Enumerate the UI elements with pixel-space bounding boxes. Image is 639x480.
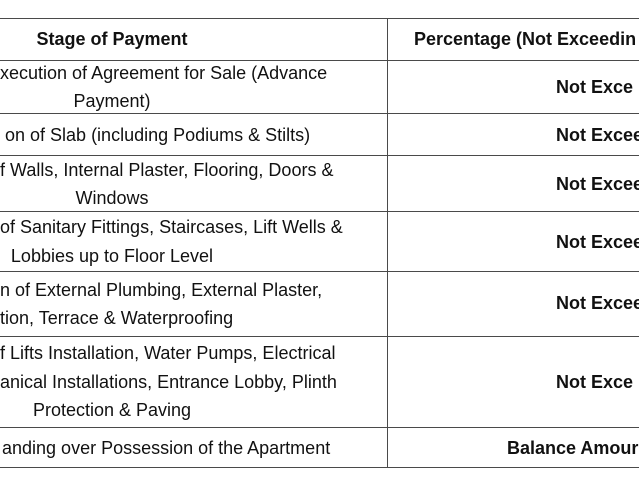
row-border [0,113,639,114]
row-border [0,271,639,272]
row-border [0,18,639,19]
row-border [0,427,639,428]
row-border [0,155,639,156]
stage-text: Payment) [73,91,151,111]
stage-text: xecution of Agreement for Sale (Advance [0,63,328,83]
row-border [0,60,639,61]
stage-text: n of External Plumbing, External Plaster… [0,280,323,300]
percentage-text: Not Excee [556,293,639,313]
stage-text: on of Slab (including Podiums & Stilts) [5,125,311,145]
row-border [0,336,639,337]
header-cell: Percentage (Not Exceedin [414,29,637,49]
percentage-text: Not Exce [556,372,634,392]
row-border [0,211,639,212]
percentage-text: Not Excee [556,232,639,252]
stage-text: f Walls, Internal Plaster, Flooring, Doo… [0,160,334,180]
stage-text: anical Installations, Entrance Lobby, Pl… [0,372,337,392]
stage-text: Windows [75,188,149,208]
percentage-text: Balance Amour [507,438,639,458]
stage-text: Lobbies up to Floor Level [10,246,214,266]
row-border [0,467,639,468]
stage-text: anding over Possession of the Apartment [2,438,331,458]
stage-text: of Sanitary Fittings, Staircases, Lift W… [0,217,343,237]
stage-text: tion, Terrace & Waterproofing [0,308,234,328]
percentage-text: Not Exce [556,77,634,97]
stage-text: Protection & Paving [32,400,192,420]
column-border [387,18,388,467]
header-cell: Stage of Payment [36,29,188,49]
percentage-text: Not Excee [556,125,639,145]
stage-text: f Lifts Installation, Water Pumps, Elect… [0,343,336,363]
percentage-text: Not Excee [556,174,639,194]
